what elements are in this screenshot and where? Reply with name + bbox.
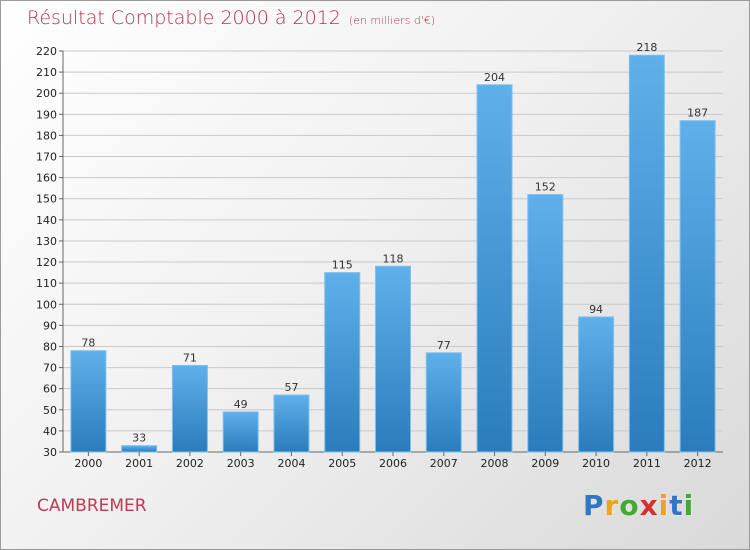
- bar: [527, 194, 564, 453]
- x-tick-label: 2007: [430, 457, 458, 470]
- y-tick-label: 190: [36, 108, 57, 121]
- y-tick-label: 80: [43, 340, 57, 353]
- y-tick-label: 200: [36, 87, 57, 100]
- bar: [628, 54, 665, 453]
- y-tick-label: 70: [43, 362, 57, 375]
- bar-value-label: 33: [132, 432, 146, 445]
- logo-letter: i: [683, 489, 695, 522]
- bar: [70, 350, 107, 453]
- y-tick-label: 160: [36, 172, 57, 185]
- y-tick-label: 180: [36, 129, 57, 142]
- y-tick-label: 220: [36, 45, 57, 58]
- bar: [476, 84, 513, 453]
- title-text: Résultat Comptable 2000 à 2012: [27, 7, 341, 29]
- title-unit: (en milliers d'€): [348, 14, 436, 27]
- y-tick-label: 60: [43, 383, 57, 396]
- y-tick-label: 110: [36, 277, 57, 290]
- bar: [578, 316, 615, 453]
- x-tick-label: 2004: [277, 457, 305, 470]
- bar: [121, 445, 158, 453]
- x-tick-label: 2005: [328, 457, 356, 470]
- bar: [679, 120, 716, 453]
- y-tick-label: 30: [43, 446, 57, 459]
- bar-value-label: 118: [383, 252, 404, 265]
- bar-value-label: 49: [234, 398, 248, 411]
- y-tick-label: 140: [36, 214, 57, 227]
- y-tick-label: 170: [36, 151, 57, 164]
- bar-value-label: 77: [437, 339, 451, 352]
- logo-letter: t: [669, 489, 684, 522]
- bar-value-label: 187: [687, 107, 708, 120]
- logo-letter: r: [604, 489, 620, 522]
- y-tick-label: 210: [36, 66, 57, 79]
- bar: [171, 364, 208, 453]
- x-tick-label: 2010: [582, 457, 610, 470]
- y-tick-label: 120: [36, 256, 57, 269]
- bar: [324, 272, 361, 453]
- bar-value-label: 152: [535, 181, 556, 194]
- x-tick-label: 2002: [176, 457, 204, 470]
- bar: [222, 411, 259, 453]
- bar-value-label: 204: [484, 71, 505, 84]
- bar-value-label: 78: [81, 337, 95, 350]
- y-tick-label: 150: [36, 193, 57, 206]
- y-tick-label: 50: [43, 404, 57, 417]
- x-tick-label: 2012: [684, 457, 712, 470]
- logo-letter: x: [639, 489, 659, 522]
- x-tick-label: 2003: [227, 457, 255, 470]
- proxiti-logo: Proxiti: [583, 489, 694, 522]
- bar-value-label: 94: [589, 303, 603, 316]
- bar-value-label: 71: [183, 351, 197, 364]
- logo-letter: o: [619, 489, 640, 522]
- city-name: CAMBREMER: [37, 496, 147, 516]
- x-tick-label: 2008: [481, 457, 509, 470]
- logo-letter: i: [658, 489, 670, 522]
- x-tick-label: 2011: [633, 457, 661, 470]
- x-tick-label: 2009: [531, 457, 559, 470]
- y-tick-label: 40: [43, 425, 57, 438]
- bar-value-label: 115: [332, 259, 353, 272]
- x-tick-label: 2001: [125, 457, 153, 470]
- y-tick-label: 130: [36, 235, 57, 248]
- logo-letter: P: [583, 489, 605, 522]
- bar-value-label: 57: [284, 381, 298, 394]
- y-tick-label: 90: [43, 319, 57, 332]
- bar: [273, 394, 310, 453]
- x-tick-label: 2006: [379, 457, 407, 470]
- y-tick-label: 100: [36, 298, 57, 311]
- bar-value-label: 218: [636, 41, 657, 54]
- x-tick-label: 2000: [74, 457, 102, 470]
- bar: [425, 352, 462, 453]
- bar: [375, 265, 411, 453]
- chart-title: Résultat Comptable 2000 à 2012 (en millie…: [27, 7, 435, 29]
